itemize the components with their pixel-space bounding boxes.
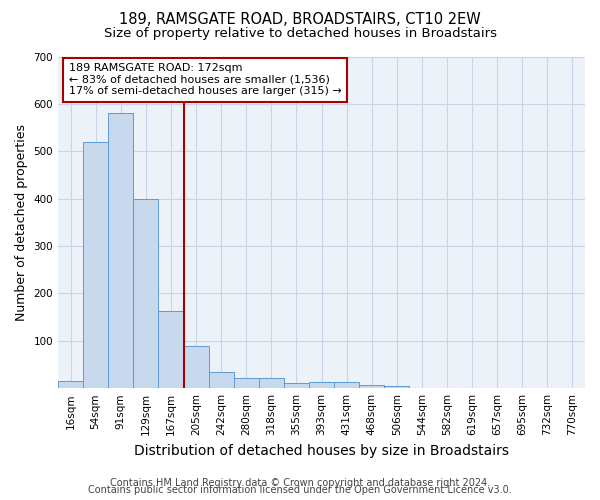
- Bar: [133, 198, 158, 388]
- Bar: [384, 386, 409, 388]
- Bar: [309, 382, 334, 388]
- Text: 189, RAMSGATE ROAD, BROADSTAIRS, CT10 2EW: 189, RAMSGATE ROAD, BROADSTAIRS, CT10 2E…: [119, 12, 481, 28]
- Bar: [184, 346, 209, 388]
- Bar: [158, 311, 184, 388]
- X-axis label: Distribution of detached houses by size in Broadstairs: Distribution of detached houses by size …: [134, 444, 509, 458]
- Bar: [334, 382, 359, 388]
- Bar: [58, 381, 83, 388]
- Text: Contains HM Land Registry data © Crown copyright and database right 2024.: Contains HM Land Registry data © Crown c…: [110, 478, 490, 488]
- Text: Contains public sector information licensed under the Open Government Licence v3: Contains public sector information licen…: [88, 485, 512, 495]
- Text: 189 RAMSGATE ROAD: 172sqm
← 83% of detached houses are smaller (1,536)
17% of se: 189 RAMSGATE ROAD: 172sqm ← 83% of detac…: [68, 63, 341, 96]
- Bar: [83, 142, 108, 388]
- Bar: [108, 114, 133, 388]
- Bar: [359, 386, 384, 388]
- Bar: [209, 372, 233, 388]
- Y-axis label: Number of detached properties: Number of detached properties: [15, 124, 28, 321]
- Bar: [284, 384, 309, 388]
- Bar: [259, 378, 284, 388]
- Bar: [233, 378, 259, 388]
- Text: Size of property relative to detached houses in Broadstairs: Size of property relative to detached ho…: [104, 28, 497, 40]
